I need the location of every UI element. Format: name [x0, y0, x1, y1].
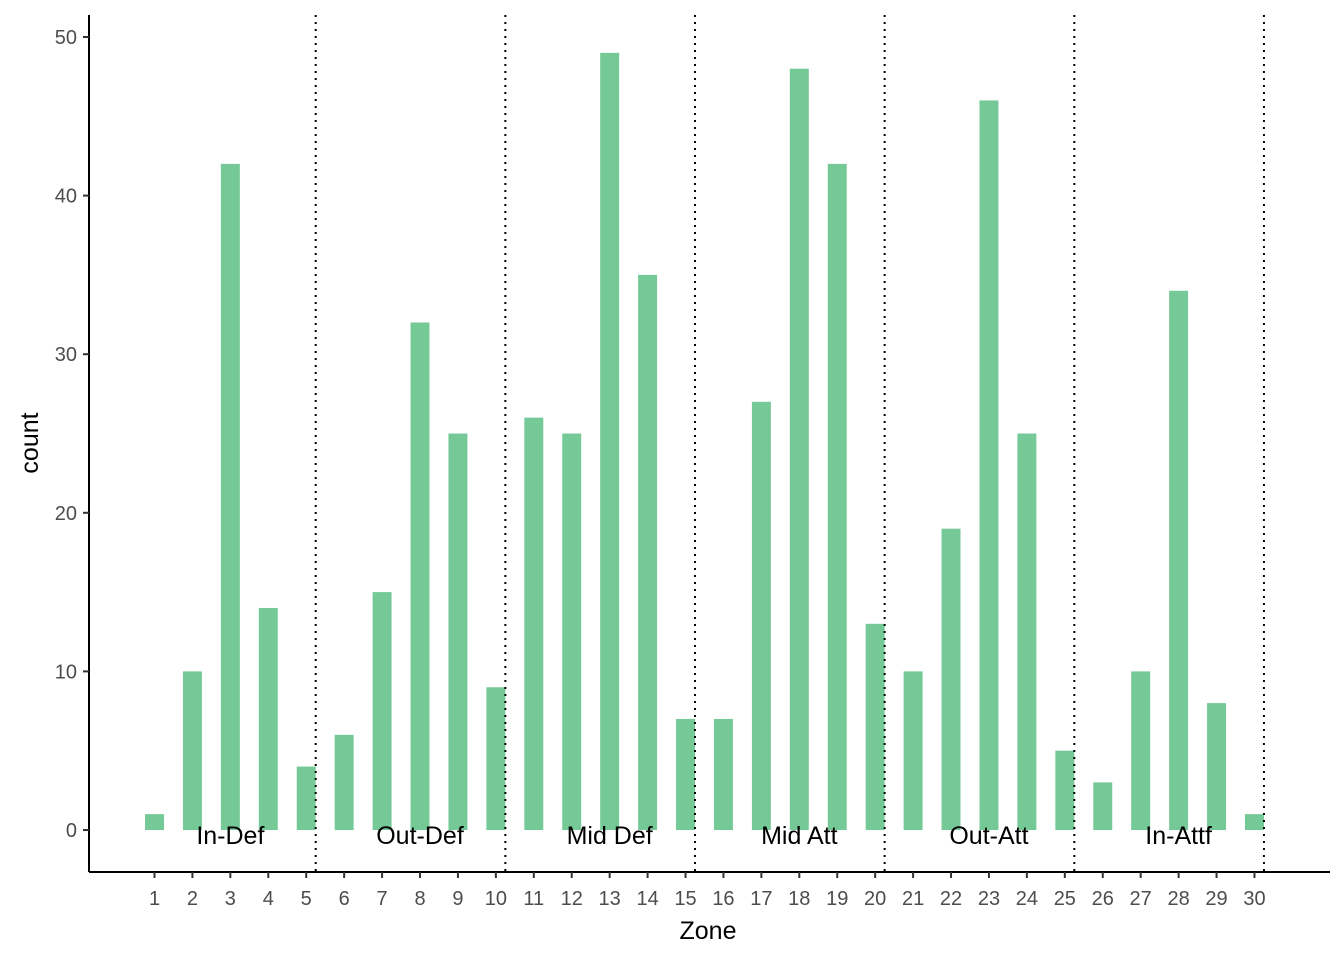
y-tick-label-20: 20: [55, 503, 77, 525]
x-tick-label-1: 1: [149, 888, 160, 910]
bar-zone-18: [789, 68, 809, 831]
y-tick-label-40: 40: [55, 186, 77, 208]
bar-zone-15: [676, 718, 695, 830]
bar-zone-22: [941, 528, 961, 830]
bar-zone-6: [334, 734, 354, 830]
x-tick-label-19: 19: [826, 888, 848, 910]
bar-zone-3: [220, 163, 240, 830]
x-tick-label-25: 25: [1054, 888, 1076, 910]
x-tick-label-5: 5: [301, 888, 312, 910]
bar-zone-2: [182, 671, 202, 830]
y-tick-label-50: 50: [55, 27, 77, 49]
x-axis-title: Zone: [680, 917, 737, 945]
x-tick-label-29: 29: [1205, 888, 1227, 910]
region-label-mid-att: Mid Att: [761, 822, 837, 850]
bar-zone-10: [486, 687, 506, 830]
bar-zone-20: [865, 623, 885, 830]
bar-zone-12: [562, 433, 582, 830]
x-tick-label-23: 23: [978, 888, 1000, 910]
bar-zone-27: [1131, 671, 1151, 830]
bar-zone-19: [827, 163, 847, 830]
region-labels: In-Def Out-Def Mid Def Mid Att Out-Att In-Att…: [196, 822, 1212, 850]
region-label-in-def: In-Def: [196, 822, 264, 850]
region-label-in-attf: In-Attf: [1145, 822, 1212, 850]
region-label-out-def: Out-Def: [376, 822, 464, 850]
bar-zone-25: [1055, 750, 1075, 830]
bar-zone-21: [903, 671, 923, 830]
x-tick-label-14: 14: [636, 888, 658, 910]
bar-zone-17: [751, 401, 771, 830]
bar-zone-24: [1017, 433, 1037, 830]
x-tick-label-18: 18: [788, 888, 810, 910]
x-tick-label-16: 16: [712, 888, 734, 910]
bar-zone-14: [638, 274, 658, 830]
bar-zone-29: [1207, 703, 1227, 830]
x-tick-label-30: 30: [1243, 888, 1265, 910]
x-tick-label-7: 7: [377, 888, 388, 910]
x-tick-label-20: 20: [864, 888, 886, 910]
bar-zone-7: [372, 592, 392, 830]
y-tick-label-10: 10: [55, 661, 77, 683]
x-tick-label-3: 3: [225, 888, 236, 910]
bar-zone-23: [979, 100, 999, 830]
x-tick-label-22: 22: [940, 888, 962, 910]
x-tick-label-8: 8: [414, 888, 425, 910]
bar-zone-9: [448, 433, 468, 830]
x-tick-label-24: 24: [1016, 888, 1038, 910]
region-label-mid-def: Mid Def: [567, 822, 653, 850]
bar-zone-11: [524, 417, 544, 830]
x-tick-label-6: 6: [339, 888, 350, 910]
bar-zone-4: [258, 607, 278, 830]
x-tick-label-17: 17: [750, 888, 772, 910]
bar-zone-28: [1169, 290, 1189, 830]
bar-zone-30: [1244, 814, 1264, 830]
x-tick-label-10: 10: [485, 888, 507, 910]
bars-group: [145, 52, 1264, 831]
x-tick-label-4: 4: [263, 888, 274, 910]
x-tick-label-12: 12: [561, 888, 583, 910]
zone-dividers: [314, 15, 1265, 872]
region-label-out-att: Out-Att: [949, 822, 1028, 850]
x-tick-label-9: 9: [452, 888, 463, 910]
y-tick-label-0: 0: [66, 820, 77, 842]
x-tick-label-28: 28: [1167, 888, 1189, 910]
x-tick-label-21: 21: [902, 888, 924, 910]
bar-zone-13: [600, 52, 620, 831]
bar-zone-1: [145, 814, 164, 830]
x-tick-label-27: 27: [1130, 888, 1152, 910]
x-tick-label-15: 15: [674, 888, 696, 910]
bar-zone-5: [296, 766, 316, 830]
x-tick-label-26: 26: [1092, 888, 1114, 910]
bar-zone-16: [713, 718, 733, 830]
y-tick-label-30: 30: [55, 344, 77, 366]
x-tick-label-2: 2: [187, 888, 198, 910]
y-axis-title: count: [16, 412, 44, 473]
bar-zone-8: [410, 322, 430, 830]
bar-zone-26: [1093, 782, 1113, 830]
x-tick-label-11: 11: [523, 888, 544, 910]
x-tick-label-13: 13: [599, 888, 621, 910]
